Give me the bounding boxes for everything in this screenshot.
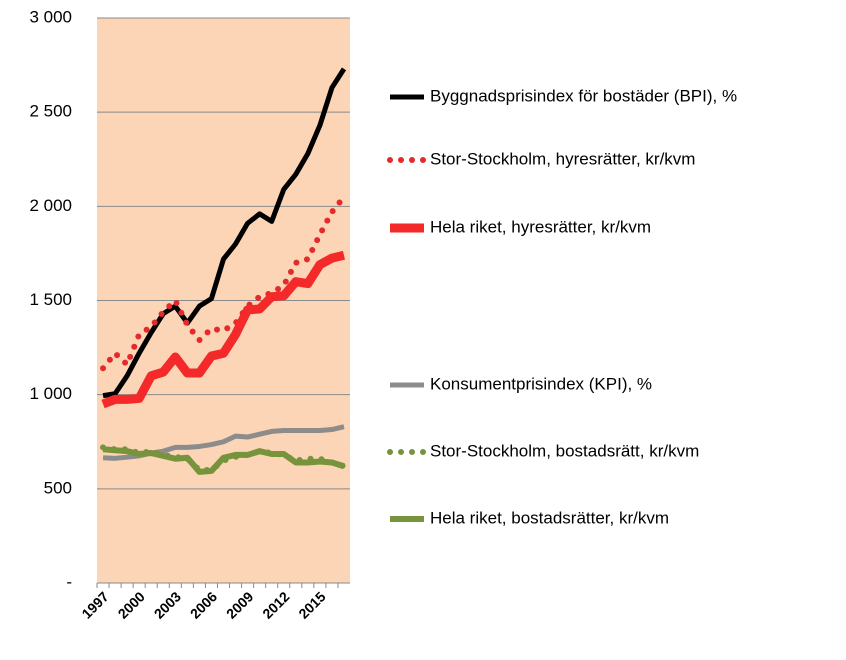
y-tick-label: - bbox=[66, 572, 72, 591]
y-tick-label: 2 000 bbox=[29, 196, 72, 215]
legend-label: Stor-Stockholm, hyresrätter, kr/kvm bbox=[430, 149, 695, 168]
y-tick-label: 2 500 bbox=[29, 102, 72, 121]
x-tick-label: 2015 bbox=[295, 588, 328, 621]
x-tick-label: 2000 bbox=[115, 588, 148, 621]
y-tick-label: 500 bbox=[44, 478, 72, 497]
legend-label: Hela riket, hyresrätter, kr/kvm bbox=[430, 217, 651, 236]
y-tick-label: 3 000 bbox=[29, 7, 72, 26]
x-tick-label: 2012 bbox=[259, 588, 292, 621]
series-line bbox=[102, 67, 347, 399]
legend-label: Byggnadsprisindex för bostäder (BPI), % bbox=[430, 86, 737, 105]
legend-label: Hela riket, bostadsrätter, kr/kvm bbox=[430, 508, 669, 527]
x-tick-label: 2009 bbox=[223, 588, 256, 621]
series-line bbox=[101, 250, 346, 409]
y-tick-label: 1 500 bbox=[29, 290, 72, 309]
x-tick-label: 2003 bbox=[151, 588, 184, 621]
y-tick-label: 1 000 bbox=[29, 384, 72, 403]
series-line bbox=[102, 446, 345, 475]
legend-label: Konsumentprisindex (KPI), % bbox=[430, 374, 652, 393]
x-tick-label: 2006 bbox=[187, 588, 220, 621]
x-tick-label: 1997 bbox=[78, 588, 111, 621]
legend-label: Stor-Stockholm, bostadsrätt, kr/kvm bbox=[430, 441, 699, 460]
